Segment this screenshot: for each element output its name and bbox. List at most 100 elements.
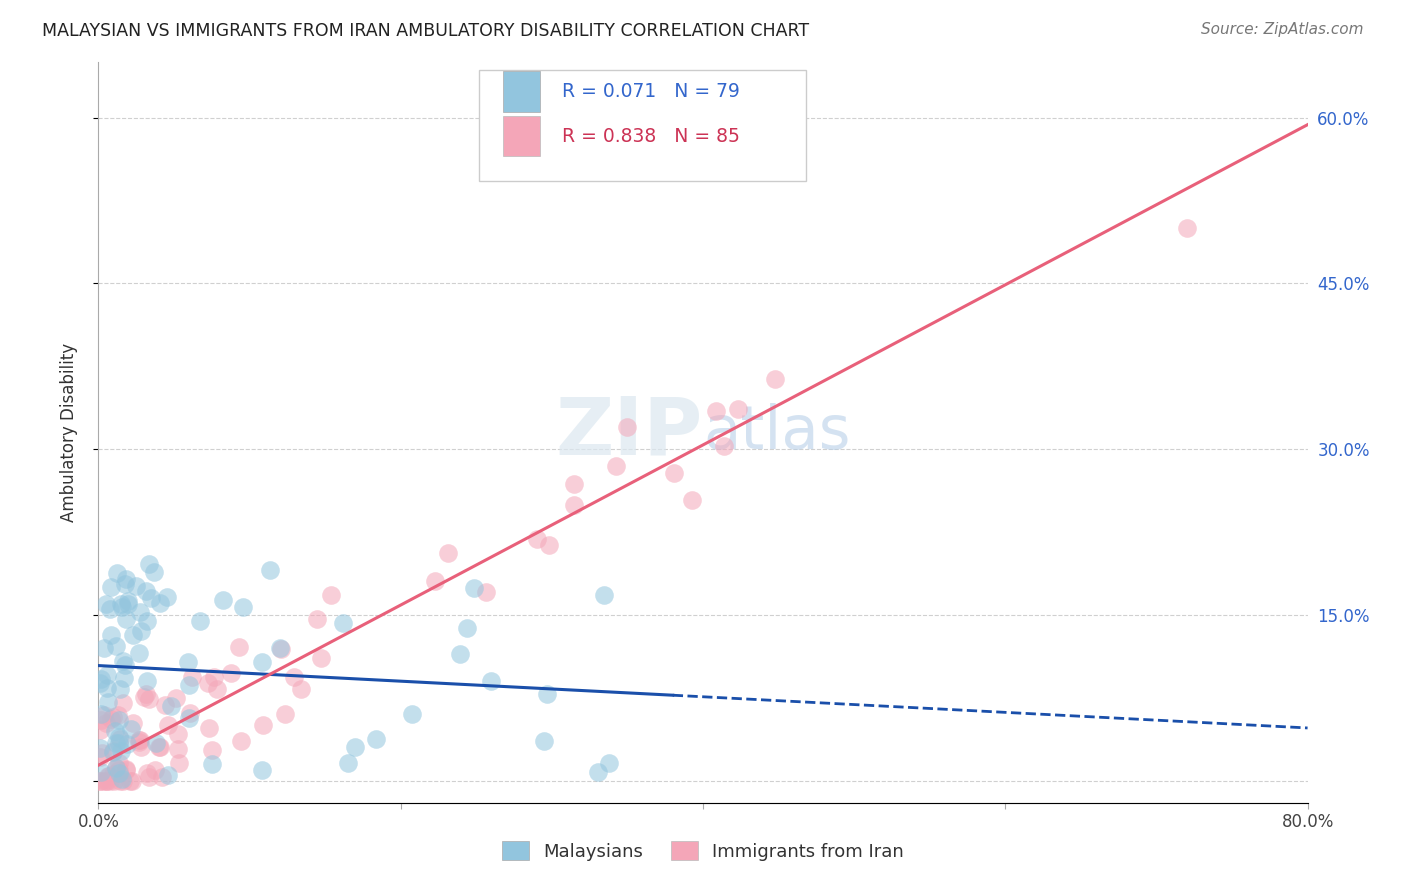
Immigrants from Iran: [148, 739, 170, 754]
Text: R = 0.838   N = 85: R = 0.838 N = 85: [561, 127, 740, 145]
Malaysians: [449, 647, 471, 661]
Immigrants from Iran: [108, 756, 131, 770]
Malaysians: [125, 579, 148, 593]
Malaysians: [592, 588, 614, 602]
Immigrants from Iran: [134, 690, 156, 704]
Legend: Malaysians, Immigrants from Iran: Malaysians, Immigrants from Iran: [495, 834, 911, 868]
Immigrants from Iran: [89, 750, 111, 764]
Malaysians: [104, 736, 127, 750]
Malaysians: [128, 646, 150, 660]
Malaysians: [145, 736, 167, 750]
Malaysians: [598, 756, 620, 771]
Malaysians: [115, 612, 138, 626]
Malaysians: [156, 590, 179, 604]
Immigrants from Iran: [252, 718, 274, 732]
Immigrants from Iran: [273, 706, 295, 721]
Malaysians: [156, 767, 179, 781]
Immigrants from Iran: [96, 715, 118, 730]
Immigrants from Iran: [90, 713, 112, 727]
Malaysians: [104, 639, 127, 653]
Immigrants from Iran: [118, 773, 141, 788]
Immigrants from Iran: [112, 773, 135, 788]
Malaysians: [105, 761, 128, 775]
Immigrants from Iran: [166, 727, 188, 741]
Malaysians: [111, 772, 134, 786]
Immigrants from Iran: [100, 712, 122, 726]
Malaysians: [114, 657, 136, 672]
Malaysians: [90, 764, 112, 779]
Malaysians: [111, 600, 134, 615]
FancyBboxPatch shape: [503, 71, 540, 112]
Immigrants from Iran: [129, 733, 152, 747]
Immigrants from Iran: [616, 420, 638, 434]
Malaysians: [136, 673, 159, 688]
Immigrants from Iran: [101, 744, 124, 758]
Malaysians: [201, 756, 224, 771]
Malaysians: [364, 732, 387, 747]
Malaysians: [115, 737, 138, 751]
Text: ZIP: ZIP: [555, 393, 703, 472]
Malaysians: [112, 671, 135, 685]
Malaysians: [456, 621, 478, 635]
Malaysians: [250, 656, 273, 670]
Immigrants from Iran: [713, 439, 735, 453]
Immigrants from Iran: [475, 584, 498, 599]
Malaysians: [131, 624, 153, 638]
Y-axis label: Ambulatory Disability: Ambulatory Disability: [59, 343, 77, 522]
Malaysians: [177, 655, 200, 669]
Immigrants from Iran: [89, 773, 111, 788]
Immigrants from Iran: [537, 538, 560, 552]
Immigrants from Iran: [122, 716, 145, 731]
Malaysians: [142, 565, 165, 579]
Malaysians: [536, 687, 558, 701]
Malaysians: [159, 699, 181, 714]
Immigrants from Iran: [204, 670, 226, 684]
Immigrants from Iran: [179, 706, 201, 721]
Malaysians: [177, 678, 200, 692]
Immigrants from Iran: [114, 764, 136, 778]
Immigrants from Iran: [229, 733, 252, 747]
Immigrants from Iran: [101, 710, 124, 724]
Malaysians: [269, 640, 291, 655]
Immigrants from Iran: [150, 770, 173, 784]
Immigrants from Iran: [100, 773, 122, 788]
Immigrants from Iran: [115, 762, 138, 776]
Malaysians: [93, 641, 115, 656]
Immigrants from Iran: [143, 763, 166, 777]
Immigrants from Iran: [135, 687, 157, 701]
FancyBboxPatch shape: [503, 116, 540, 156]
Immigrants from Iran: [205, 681, 228, 696]
Malaysians: [111, 654, 134, 668]
Malaysians: [110, 744, 132, 758]
Malaysians: [179, 711, 201, 725]
Immigrants from Iran: [149, 739, 172, 754]
Immigrants from Iran: [605, 458, 627, 473]
Malaysians: [533, 734, 555, 748]
Malaysians: [107, 766, 129, 780]
Malaysians: [149, 596, 172, 610]
Immigrants from Iran: [97, 769, 120, 783]
Immigrants from Iran: [727, 402, 749, 417]
Malaysians: [588, 764, 610, 779]
Malaysians: [337, 756, 360, 770]
Immigrants from Iran: [128, 733, 150, 747]
Immigrants from Iran: [662, 466, 685, 480]
Immigrants from Iran: [180, 670, 202, 684]
Malaysians: [107, 730, 129, 744]
Malaysians: [479, 673, 502, 688]
Text: Source: ZipAtlas.com: Source: ZipAtlas.com: [1201, 22, 1364, 37]
Malaysians: [401, 706, 423, 721]
Malaysians: [138, 558, 160, 572]
Immigrants from Iran: [128, 735, 150, 749]
Immigrants from Iran: [138, 771, 160, 785]
Malaysians: [98, 601, 121, 615]
Malaysians: [135, 583, 157, 598]
Immigrants from Iran: [107, 708, 129, 723]
Immigrants from Iran: [562, 498, 585, 512]
Immigrants from Iran: [156, 717, 179, 731]
Malaysians: [96, 681, 118, 695]
Immigrants from Iran: [104, 761, 127, 775]
Malaysians: [114, 577, 136, 591]
Malaysians: [100, 628, 122, 642]
Malaysians: [89, 676, 111, 690]
